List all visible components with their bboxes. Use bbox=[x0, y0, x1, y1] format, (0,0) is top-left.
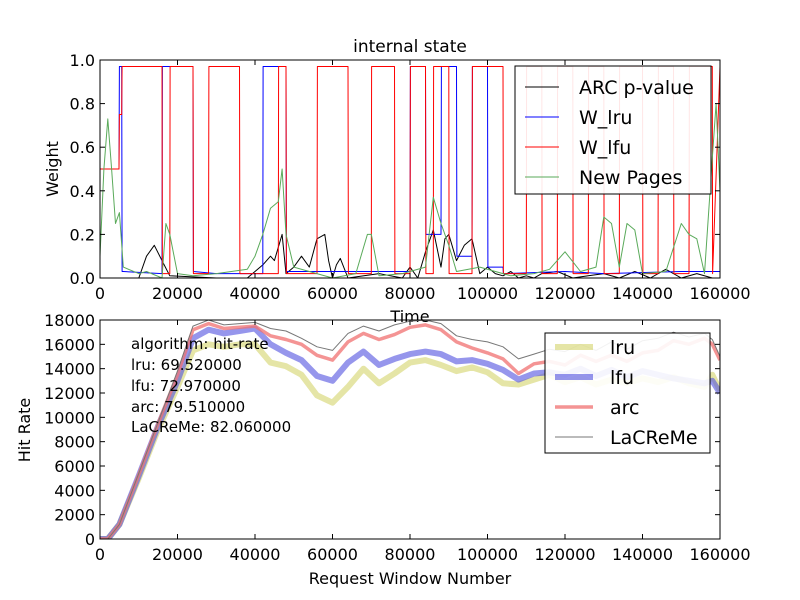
x-tick-label: 20000 bbox=[152, 545, 203, 564]
y-tick-label: 0.0 bbox=[70, 269, 95, 288]
bottom-legend: lru lfu arc LaCReMe bbox=[544, 332, 711, 454]
x-tick-label: 60000 bbox=[307, 545, 358, 564]
y-tick-label: 0.8 bbox=[70, 95, 95, 114]
x-tick-label: 140000 bbox=[612, 284, 673, 303]
x-tick-label: 100000 bbox=[457, 284, 518, 303]
legend-label: LaCReMe bbox=[610, 427, 698, 449]
x-tick-label: 80000 bbox=[385, 545, 436, 564]
legend-label: lfu bbox=[610, 367, 634, 389]
bottom-legend-box bbox=[544, 332, 711, 454]
x-tick-label: 80000 bbox=[385, 284, 436, 303]
legend-label: W_lru bbox=[579, 107, 632, 129]
x-tick-label: 140000 bbox=[612, 545, 673, 564]
y-tick-label: 14000 bbox=[44, 360, 95, 379]
annotation-line: LaCReMe: 82.060000 bbox=[131, 418, 291, 436]
legend-label: New Pages bbox=[579, 167, 682, 189]
bottom-ticks-group: 0 20000 40000 60000 80000 100000 120000 140000 1… bbox=[44, 311, 750, 564]
annotation-line: lfu: 72.970000 bbox=[131, 377, 241, 395]
hit-rate-annotation: algorithm: hit-rate lru: 69.520000 lfu: … bbox=[131, 335, 291, 436]
legend-label: arc bbox=[610, 397, 639, 419]
x-tick-label: 160000 bbox=[689, 545, 750, 564]
x-tick-label: 100000 bbox=[457, 545, 518, 564]
y-tick-label: 18000 bbox=[44, 311, 95, 330]
x-tick-label: 160000 bbox=[689, 284, 750, 303]
top-legend: ARC p-value W_lru W_lfu New Pages bbox=[514, 65, 712, 195]
y-tick-label: 0.6 bbox=[70, 138, 95, 157]
x-tick-label: 60000 bbox=[307, 284, 358, 303]
annotation-line: algorithm: hit-rate bbox=[131, 335, 269, 353]
y-tick-label: 16000 bbox=[44, 335, 95, 354]
x-tick-label: 120000 bbox=[534, 545, 595, 564]
bottom-x-axis-label: Request Window Number bbox=[309, 569, 512, 588]
x-tick-label: 0 bbox=[95, 284, 105, 303]
x-tick-label: 20000 bbox=[152, 284, 203, 303]
top-series-group bbox=[100, 66, 720, 278]
top-y-axis-label: Weight bbox=[43, 141, 62, 197]
x-tick-label: 0 bbox=[95, 545, 105, 564]
x-tick-label: 40000 bbox=[230, 545, 281, 564]
legend-label: W_lfu bbox=[579, 137, 631, 159]
top-ticks-group: 0 20000 40000 60000 80000 100000 120000 140000 1… bbox=[70, 51, 751, 303]
y-tick-label: 2000 bbox=[54, 506, 95, 525]
hit-rate-plot: 0 20000 40000 60000 80000 100000 120000 140000 1… bbox=[15, 311, 751, 588]
y-tick-label: 4000 bbox=[54, 481, 95, 500]
annotation-line: arc: 79.510000 bbox=[131, 398, 245, 416]
y-tick-label: 0 bbox=[85, 530, 95, 549]
y-tick-label: 0.2 bbox=[70, 225, 95, 244]
legend-label: lru bbox=[610, 337, 635, 359]
internal-state-plot: internal state 0 20000 40000 60000 80000 1000… bbox=[43, 37, 751, 326]
annotation-line: lru: 69.520000 bbox=[131, 356, 242, 374]
x-tick-label: 120000 bbox=[534, 284, 595, 303]
top-x-axis-label: Time bbox=[389, 307, 429, 326]
bottom-y-axis-label: Hit Rate bbox=[15, 398, 34, 463]
y-tick-label: 1.0 bbox=[70, 51, 95, 70]
y-tick-label: 10000 bbox=[44, 408, 95, 427]
y-tick-label: 0.4 bbox=[70, 182, 95, 201]
legend-label: ARC p-value bbox=[579, 77, 694, 99]
series-line-new-pages bbox=[100, 103, 720, 278]
y-tick-label: 12000 bbox=[44, 384, 95, 403]
plot-title: internal state bbox=[353, 37, 467, 57]
x-tick-label: 40000 bbox=[230, 284, 281, 303]
y-tick-label: 8000 bbox=[54, 433, 95, 452]
y-tick-label: 6000 bbox=[54, 457, 95, 476]
